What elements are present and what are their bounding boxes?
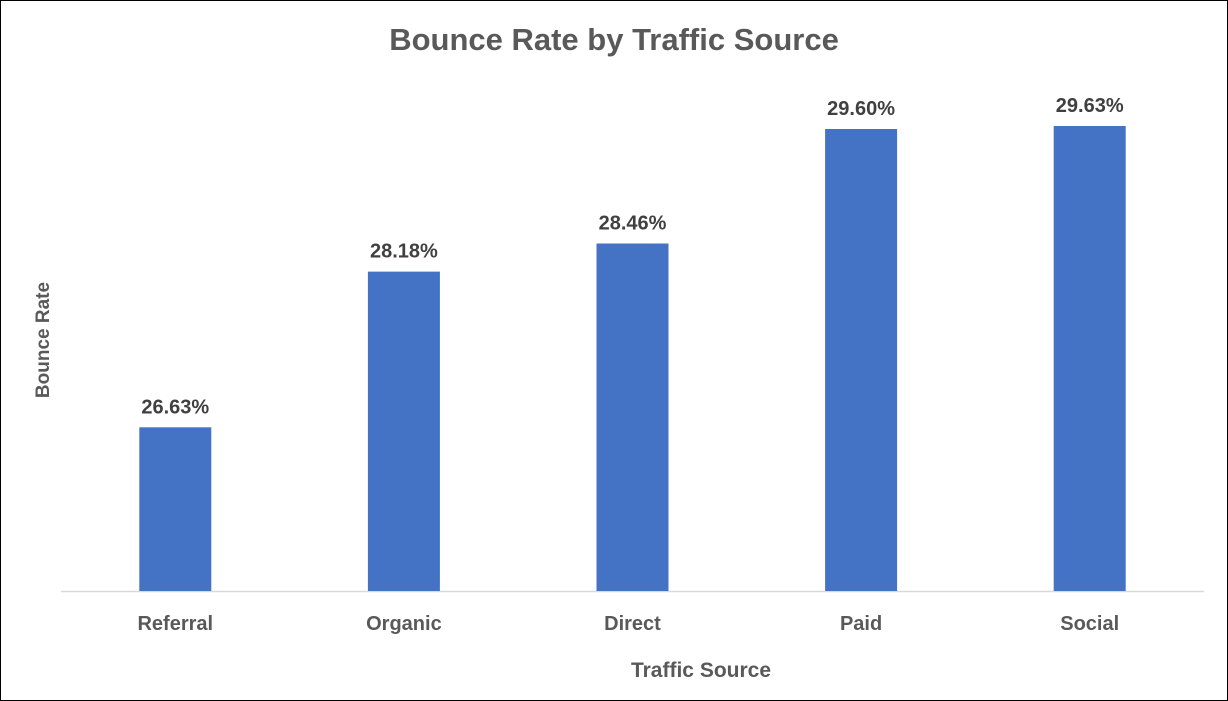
data-label-direct: 28.46% — [599, 213, 667, 235]
bar-paid — [825, 129, 898, 592]
bar-organic — [367, 271, 440, 591]
bar-social — [1053, 126, 1126, 591]
data-label-referral: 26.63% — [141, 396, 209, 418]
x-tick-label-referral: Referral — [137, 613, 213, 635]
x-tick-label-paid: Paid — [840, 613, 882, 635]
x-tick-label-direct: Direct — [604, 613, 661, 635]
chart-title: Bounce Rate by Traffic Source — [389, 22, 839, 57]
bar-direct — [596, 243, 669, 591]
x-tick-label-organic: Organic — [366, 613, 442, 635]
x-tick-label-social: Social — [1060, 613, 1119, 635]
data-label-paid: 29.60% — [827, 98, 895, 120]
x-axis-title: Traffic Source — [630, 659, 772, 682]
data-label-organic: 28.18% — [370, 241, 438, 263]
data-label-social: 29.63% — [1056, 95, 1124, 117]
bar-referral — [139, 427, 212, 591]
